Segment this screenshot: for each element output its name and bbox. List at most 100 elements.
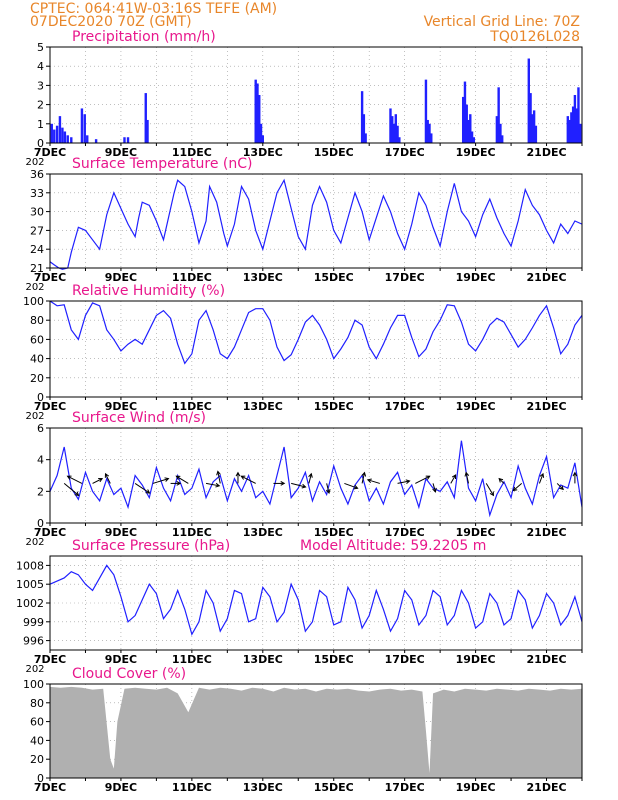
precip-bar-25 [391, 116, 394, 143]
precip-bar-51 [568, 119, 571, 143]
precip-bar-24 [389, 108, 392, 143]
wind-arrow-shaft-28 [556, 483, 564, 490]
pres-ytick-label-3: 1005 [16, 578, 44, 591]
wind-arrow-shaft-23 [465, 472, 469, 484]
temp-ytick-label-2: 27 [30, 224, 44, 237]
cloud-frame [49, 683, 583, 779]
wind-arrow-head-19 [405, 479, 411, 484]
precip-xtick-label-2: 11DEC [172, 146, 212, 159]
cloud-xtick-label-1: 9DEC [105, 781, 137, 794]
wind-arrow-head-1 [66, 475, 72, 480]
wind-arrow-shaft-2 [92, 478, 103, 484]
pres-xtick-label-0: 7DEC [34, 653, 66, 666]
wind-arrow-shaft-15 [326, 483, 330, 494]
pres-ytick-label-0: 996 [23, 635, 44, 648]
precip-ytick-label-2: 2 [37, 99, 44, 112]
precip-bar-32 [428, 123, 431, 143]
precip-x-cut-label: 202 [25, 157, 44, 168]
wind-xtick-label-0: 7DEC [34, 526, 66, 539]
pres-x-cut-label: 202 [25, 664, 44, 675]
wind-arrow-head-14 [308, 472, 313, 478]
rh-line [49, 300, 583, 365]
cloud-xtick-label-2: 11DEC [172, 781, 212, 794]
precip-bar-4 [61, 127, 64, 143]
precip-bar-40 [472, 137, 476, 143]
rh-xtick-label-6: 19DEC [456, 400, 496, 413]
rh-xtick-label-4: 15DEC [314, 400, 354, 413]
cloud-xtick-label-7: 21DEC [527, 781, 567, 794]
header-date-line: 07DEC2020 70Z (GMT) [30, 14, 192, 30]
precip-bar-6 [66, 135, 69, 143]
precip-bar-34 [461, 96, 465, 143]
wind-frame [49, 427, 583, 524]
precip-bar-42 [497, 87, 500, 143]
wind-arrow-shaft-24 [485, 483, 494, 496]
rh-xtick-label-0: 7DEC [34, 400, 66, 413]
cloud-xtick-label-6: 19DEC [456, 781, 496, 794]
precip-xtick-label-1: 9DEC [105, 146, 137, 159]
precip-bar-49 [534, 125, 538, 143]
precip-bar-20 [261, 135, 264, 143]
precip-bar-11 [94, 139, 98, 143]
wind-arrow-head-26 [512, 486, 518, 492]
pres-annotation: Model Altitude: 59.2205 m [300, 538, 486, 554]
wind-arrow-head-6 [176, 481, 182, 486]
cloud-ytick-label-0: 0 [37, 772, 44, 785]
precip-bar-30 [424, 79, 428, 143]
precip-bar-15 [146, 119, 149, 143]
wind-arrow-head-21 [432, 487, 437, 493]
temp-title: Surface Temperature (nC) [72, 156, 253, 172]
precip-bar-27 [394, 114, 397, 143]
wind-arrow-head-28 [559, 485, 564, 491]
wind-arrow-shaft-18 [367, 479, 380, 484]
temp-xtick-label-4: 15DEC [314, 271, 354, 284]
cloud-ytick-label-1: 20 [30, 753, 44, 766]
precip-bar-0 [50, 123, 53, 143]
precip-bar-44 [501, 135, 504, 143]
precip-bar-9 [83, 114, 86, 143]
cloud-xtick-label-0: 7DEC [34, 781, 66, 794]
wind-arrow-shaft-21 [432, 483, 436, 492]
rh-xtick-label-1: 9DEC [105, 400, 137, 413]
rh-x-cut-label: 202 [25, 411, 44, 422]
wind-arrow-shaft-1 [67, 475, 83, 484]
rh-ytick-label-4: 80 [30, 314, 44, 327]
precip-bar-48 [532, 110, 536, 143]
temp-xtick-label-5: 17DEC [385, 271, 425, 284]
precip-bar-10 [86, 135, 89, 143]
precip-bar-46 [529, 93, 532, 143]
wind-arrow-head-9 [216, 470, 221, 476]
wind-arrow-head-0 [74, 491, 80, 497]
cloud-xtick-label-3: 13DEC [243, 781, 283, 794]
temp-xtick-label-6: 19DEC [456, 271, 496, 284]
precip-bar-53 [571, 106, 575, 143]
cloud-ytick-label-3: 60 [30, 716, 44, 729]
wind-arrow-shaft-22 [450, 474, 457, 484]
precip-bar-45 [527, 58, 530, 143]
temp-ytick-label-3: 30 [30, 206, 44, 219]
precip-xtick-label-6: 19DEC [456, 146, 496, 159]
wind-arrow-shaft-19 [397, 480, 410, 484]
pres-xtick-label-6: 19DEC [456, 653, 496, 666]
temp-ytick-label-0: 21 [30, 262, 44, 275]
wind-xtick-label-7: 21DEC [527, 526, 567, 539]
cloud-ytick-label-2: 40 [30, 734, 44, 747]
precip-bar-23 [364, 133, 367, 143]
wind-arrow-head-5 [164, 477, 170, 482]
pres-xtick-label-4: 15DEC [314, 653, 354, 666]
pres-xtick-label-1: 9DEC [105, 653, 137, 666]
wind-arrow-head-11 [240, 475, 246, 480]
precip-bar-39 [470, 131, 474, 143]
temp-frame [49, 173, 583, 269]
wind-arrow-shaft-13 [291, 482, 306, 488]
wind-arrow-head-10 [235, 471, 241, 477]
pres-title: Surface Pressure (hPa) [72, 538, 230, 554]
precip-bar-18 [258, 95, 261, 143]
rh-ytick-label-0: 0 [37, 391, 44, 404]
precip-bar-56 [577, 87, 580, 143]
precip-ytick-label-4: 4 [37, 60, 44, 73]
panel-temp: 21 24 27 30 33 36 7DEC 9DEC 11DEC 13DEC 15DEC 17DEC… [25, 156, 583, 293]
wind-arrow-head-3 [104, 472, 110, 478]
